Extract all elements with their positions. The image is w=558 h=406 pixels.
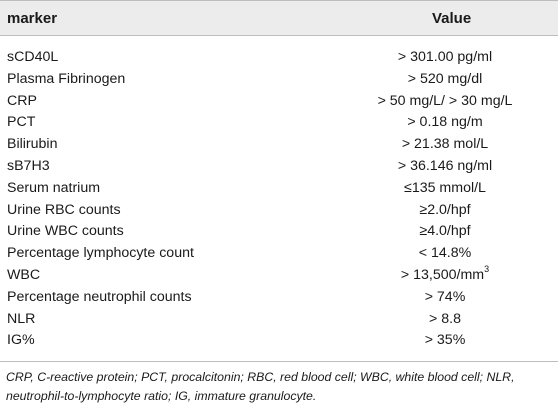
marker-cell: CRP bbox=[7, 92, 37, 109]
marker-cell: Percentage lymphocyte count bbox=[7, 245, 194, 262]
marker-cell: IG% bbox=[7, 332, 35, 349]
table-row: Serum natrium ≤135 mmol/L bbox=[0, 178, 558, 200]
table-row: Bilirubin > 21.38 mol/L bbox=[0, 134, 558, 156]
value-cell: > 50 mg/L/ > 30 mg/L bbox=[360, 91, 530, 113]
table-row: sB7H3 > 36.146 ng/ml bbox=[0, 156, 558, 178]
markers-table: marker Value sCD40L > 301.00 pg/ml Plasma … bbox=[0, 0, 558, 352]
value-superscript: 3 bbox=[484, 264, 490, 275]
value-text: ≥4.0/hpf bbox=[419, 223, 471, 240]
value-cell: > 74% bbox=[360, 287, 530, 309]
value-cell: > 21.38 mol/L bbox=[360, 134, 530, 156]
value-text: > 8.8 bbox=[429, 310, 461, 327]
value-cell: > 36.146 ng/ml bbox=[360, 156, 530, 178]
table-row: Urine RBC counts ≥2.0/hpf bbox=[0, 200, 558, 222]
value-text: > 13,500/mm bbox=[400, 266, 485, 283]
value-text: > 520 mg/dl bbox=[407, 70, 483, 87]
marker-cell: sCD40L bbox=[7, 49, 59, 65]
marker-cell: PCT bbox=[7, 114, 36, 131]
table-row: Percentage lymphocyte count < 14.8% bbox=[0, 243, 558, 265]
value-cell: ≥4.0/hpf bbox=[360, 221, 530, 243]
value-text: > 36.146 ng/ml bbox=[397, 157, 493, 174]
table-body: sCD40L > 301.00 pg/ml Plasma Fibrinogen > 5… bbox=[0, 36, 558, 352]
marker-cell: NLR bbox=[7, 310, 36, 327]
marker-cell: sB7H3 bbox=[7, 157, 50, 174]
marker-cell: WBC bbox=[7, 266, 41, 283]
header-value: Value bbox=[432, 10, 472, 27]
value-text: ≤135 mmol/L bbox=[404, 179, 486, 196]
marker-cell: Urine WBC counts bbox=[7, 223, 124, 240]
value-cell: > 13,500/mm3 bbox=[360, 265, 530, 287]
table-row: NLR > 8.8 bbox=[0, 309, 558, 331]
table-footnote: CRP, C-reactive protein; PCT, procalcito… bbox=[6, 370, 515, 403]
value-cell: ≤135 mmol/L bbox=[360, 178, 530, 200]
value-text: > 21.38 mol/L bbox=[401, 136, 489, 153]
marker-cell: Percentage neutrophil counts bbox=[7, 288, 192, 305]
marker-cell: Plasma Fibrinogen bbox=[7, 70, 126, 87]
value-text: > 0.18 ng/m bbox=[407, 114, 483, 131]
table-header: marker Value bbox=[0, 0, 558, 36]
value-text: > 50 mg/L/ > 30 mg/L bbox=[377, 92, 513, 109]
value-cell: > 35% bbox=[360, 330, 530, 352]
table-row: sCD40L > 301.00 pg/ml bbox=[0, 47, 558, 69]
marker-cell: Urine RBC counts bbox=[7, 201, 121, 218]
value-text: ≥2.0/hpf bbox=[419, 201, 471, 218]
value-cell: > 0.18 ng/m bbox=[360, 112, 530, 134]
value-text: < 14.8% bbox=[418, 245, 472, 262]
value-text: > 74% bbox=[424, 288, 466, 305]
table-row: IG% > 35% bbox=[0, 330, 558, 352]
header-marker: marker bbox=[7, 10, 58, 27]
table-row: Percentage neutrophil counts > 74% bbox=[0, 287, 558, 309]
value-cell: > 520 mg/dl bbox=[360, 69, 530, 91]
value-text: > 35% bbox=[424, 332, 466, 349]
value-cell: < 14.8% bbox=[360, 243, 530, 265]
value-cell: > 301.00 pg/ml bbox=[360, 47, 530, 69]
marker-cell: Bilirubin bbox=[7, 136, 58, 153]
table-bottom-rule bbox=[0, 361, 558, 362]
value-text: > 301.00 pg/ml bbox=[397, 49, 493, 65]
marker-cell: Serum natrium bbox=[7, 179, 101, 196]
value-cell: > 8.8 bbox=[360, 309, 530, 331]
value-cell: ≥2.0/hpf bbox=[360, 200, 530, 222]
table-row: PCT > 0.18 ng/m bbox=[0, 112, 558, 134]
table-row: Plasma Fibrinogen > 520 mg/dl bbox=[0, 69, 558, 91]
table-row: Urine WBC counts ≥4.0/hpf bbox=[0, 221, 558, 243]
table-row: CRP > 50 mg/L/ > 30 mg/L bbox=[0, 91, 558, 113]
table-row: WBC > 13,500/mm3 bbox=[0, 265, 558, 287]
